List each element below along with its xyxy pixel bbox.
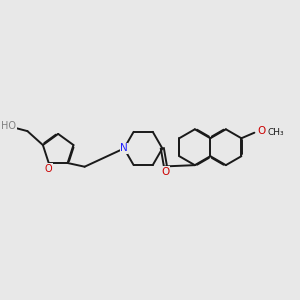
- Text: HO: HO: [2, 122, 16, 131]
- Text: O: O: [161, 167, 169, 177]
- Text: O: O: [257, 127, 265, 136]
- Text: O: O: [45, 164, 52, 174]
- Text: N: N: [120, 143, 128, 154]
- Text: CH₃: CH₃: [267, 128, 284, 136]
